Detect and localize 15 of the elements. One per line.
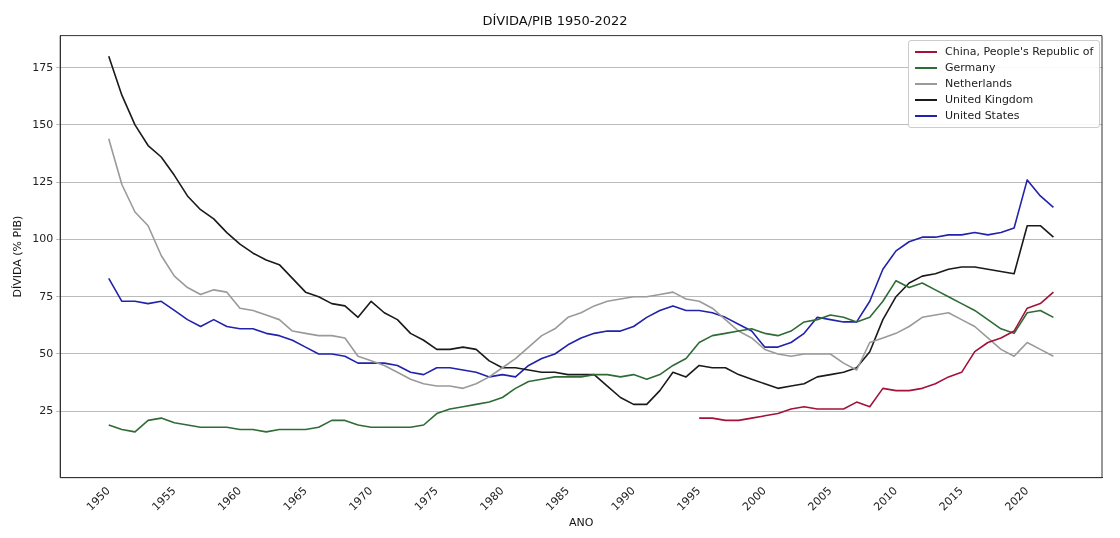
y-tick-label: 125 [32, 175, 54, 189]
y-tick-label: 50 [39, 346, 54, 360]
legend-label: United Kingdom [945, 91, 1034, 108]
y-axis-title: DÍVIDA (% PIB) [11, 215, 25, 298]
y-tick-label: 100 [32, 232, 54, 246]
legend-label: Germany [945, 59, 996, 76]
legend-label: China, People's Republic of [945, 43, 1094, 60]
chart-title: DÍVIDA/PIB 1950-2022 [482, 13, 628, 29]
x-axis-title: ANO [568, 516, 594, 530]
y-tick-label: 25 [39, 404, 54, 418]
y-tick-label: 75 [39, 289, 54, 303]
legend-label: Netherlands [945, 75, 1013, 92]
y-tick-label: 175 [32, 60, 54, 74]
y-tick-label: 150 [32, 117, 54, 131]
legend-label: United States [945, 107, 1020, 124]
